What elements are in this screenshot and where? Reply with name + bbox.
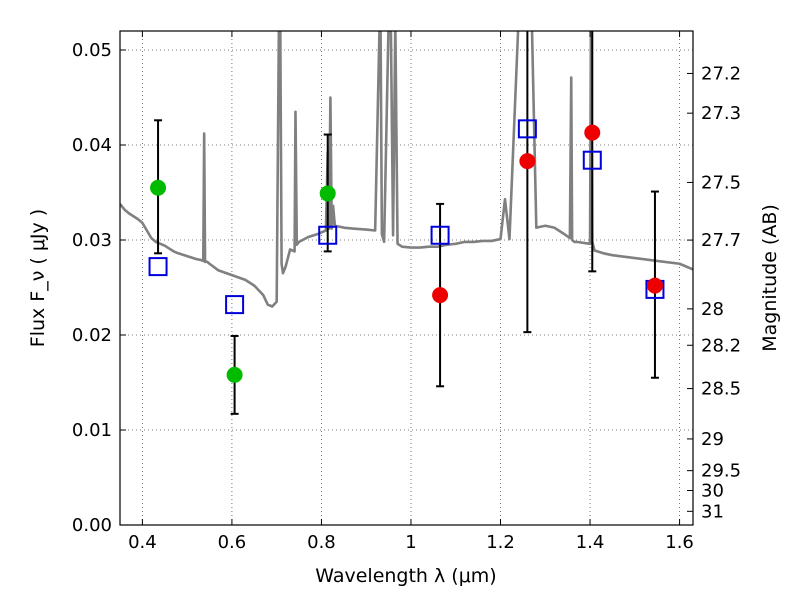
x-tick-label: 1.6: [665, 532, 694, 553]
magnitude-tick-label: 27.2: [701, 63, 741, 84]
x-tick-label: 0.6: [218, 532, 247, 553]
magnitude-tick-label: 29.5: [701, 461, 741, 482]
x-tick-label: 1: [405, 532, 416, 553]
errorbar-layer: [154, 31, 659, 415]
grid-lines: [120, 31, 693, 526]
observed-flux-point: [150, 179, 167, 196]
model-flux-square: [225, 295, 245, 315]
y-tick-label: 0.05: [72, 40, 112, 61]
magnitude-tick-label: 28.2: [701, 335, 741, 356]
observed-flux-point: [432, 287, 449, 304]
magnitude-tick-label: 30: [701, 481, 724, 502]
model-flux-square: [318, 225, 338, 245]
y-tick-label: 0.02: [72, 325, 112, 346]
data-point-layer: [148, 119, 665, 383]
magnitude-tick-label: 28: [701, 299, 724, 320]
y-tick-label: 0.01: [72, 420, 112, 441]
y-axis-label: Flux F_ν ( μJy ): [27, 209, 49, 347]
y-tick-label: 0.00: [72, 515, 112, 536]
x-tick-label: 1.4: [576, 532, 605, 553]
plot-frame: [119, 30, 694, 526]
x-axis-label: Wavelength λ (μm): [315, 565, 496, 587]
observed-flux-point: [584, 124, 601, 141]
observed-flux-point: [646, 277, 663, 294]
model-flux-square: [582, 150, 602, 170]
magnitude-tick-label: 27.3: [701, 103, 741, 124]
observed-flux-point: [319, 185, 336, 202]
x-tick-label: 0.4: [128, 532, 157, 553]
magnitude-tick-label: 29: [701, 429, 724, 450]
magnitude-tick-label: 27.7: [701, 230, 741, 251]
y-tick-label: 0.03: [72, 230, 112, 251]
observed-flux-point: [226, 366, 243, 383]
sed-model-line: [120, 31, 693, 308]
observed-flux-point: [519, 153, 536, 170]
model-flux-square: [148, 257, 168, 277]
magnitude-tick-label: 31: [701, 501, 724, 522]
sed-model-layer: [120, 31, 693, 308]
axes-frame: [119, 30, 694, 526]
y-tick-label: 0.04: [72, 135, 112, 156]
model-flux-square: [430, 225, 450, 245]
model-flux-square: [517, 119, 537, 139]
x-tick-label: 1.2: [486, 532, 515, 553]
x-tick-label: 0.8: [307, 532, 336, 553]
magnitude-tick-label: 28.5: [701, 379, 741, 400]
right-axis-label: Magnitude (AB): [759, 204, 781, 352]
x-axis-ticks: 0.4 0.6 0.8 1 1.2 1.4 1.6: [128, 31, 694, 553]
magnitude-tick-label: 27.5: [701, 172, 741, 193]
y-axis-ticks: 0.00 0.01 0.02 0.03 0.04 0.05: [72, 40, 126, 536]
